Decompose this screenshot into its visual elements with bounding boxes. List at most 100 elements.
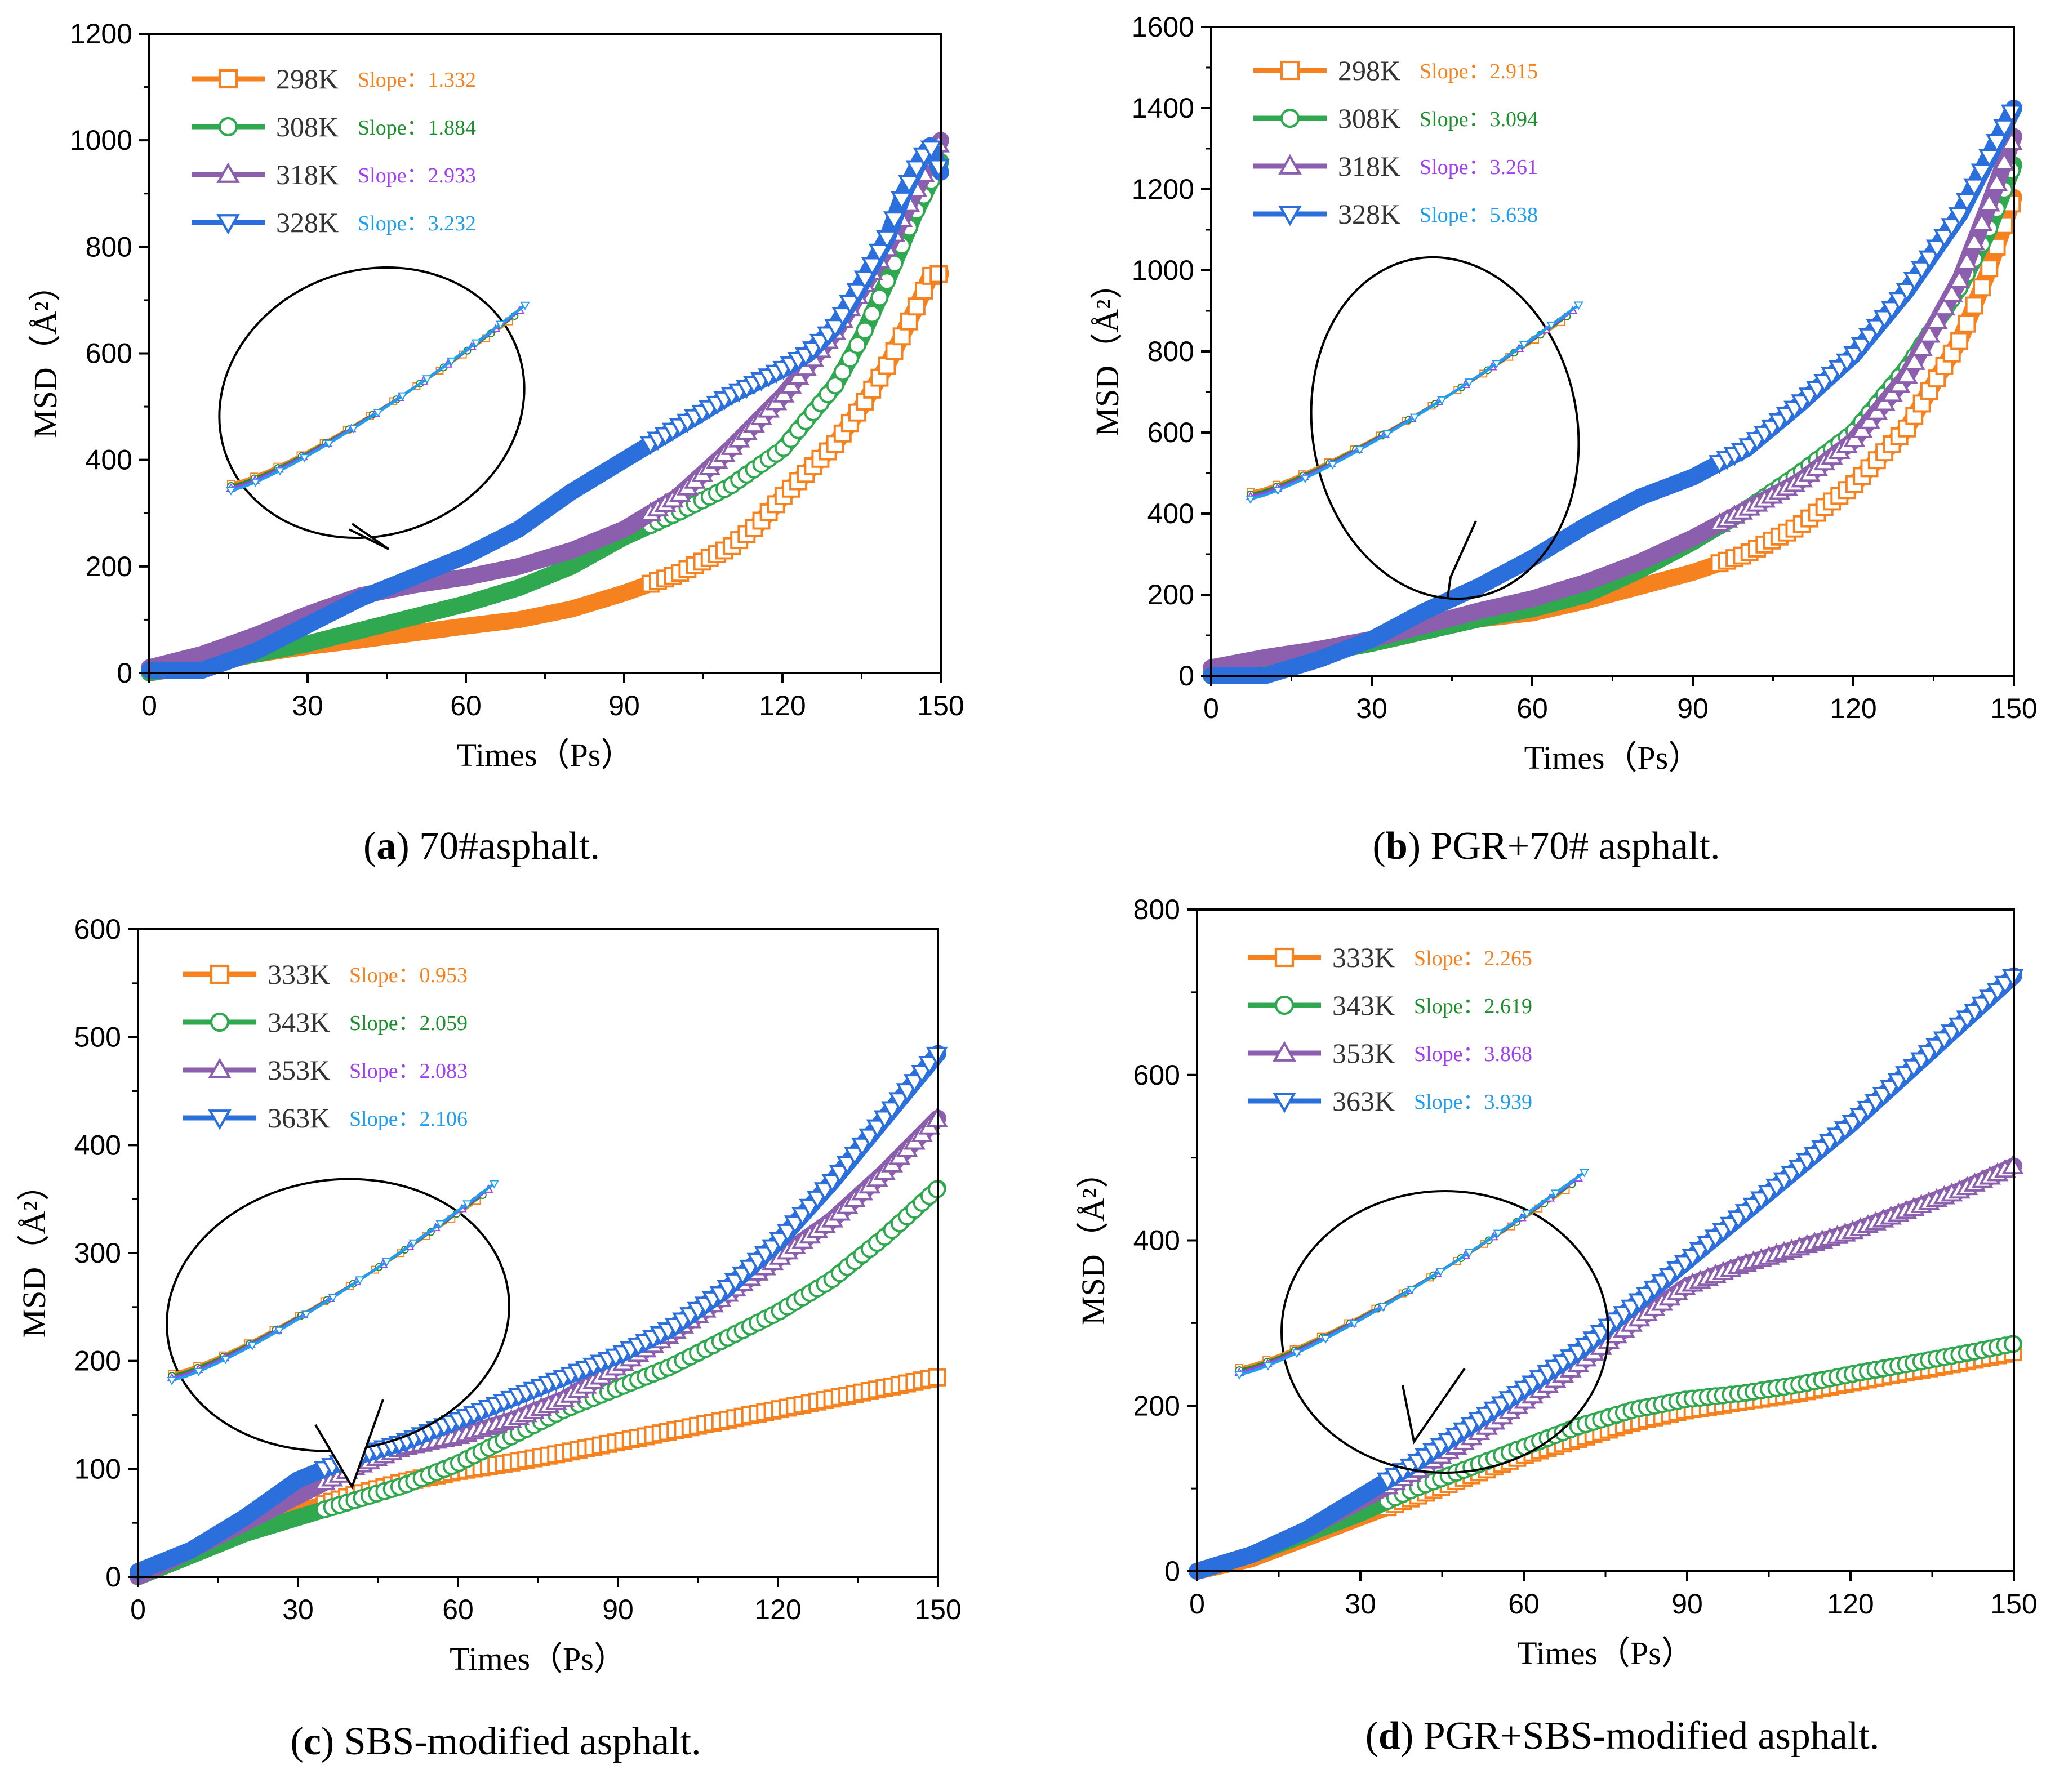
x-axis-label: Times（Ps）: [450, 1641, 626, 1677]
legend-label: 308K: [276, 111, 339, 142]
series-markers-328K: [639, 140, 950, 456]
data-point: [1843, 346, 1866, 365]
bubble-tail: [1402, 1367, 1466, 1445]
data-point: [1965, 296, 1983, 315]
inset-bubble: [1234, 1169, 1609, 1474]
data-point: [1958, 314, 1976, 333]
x-tick-label: 150: [914, 1594, 961, 1625]
x-tick-label: 150: [1990, 693, 2037, 724]
x-tick-label: 90: [602, 1594, 634, 1625]
inset-point: [1349, 1320, 1359, 1329]
y-tick-label: 400: [1147, 498, 1194, 529]
y-tick-label: 1000: [70, 124, 132, 156]
data-point: [885, 342, 904, 360]
inset-point: [1464, 1249, 1474, 1258]
x-tick-label: 120: [754, 1594, 801, 1625]
data-point: [1971, 212, 1993, 231]
y-tick-label: 600: [1133, 1059, 1180, 1091]
data-point: [1986, 134, 2008, 153]
data-point: [1918, 250, 1941, 270]
slope-annotation: Slope：1.884: [358, 116, 476, 140]
data-point: [1903, 350, 1925, 370]
inset-point: [1435, 1268, 1445, 1277]
x-tick-label: 60: [1508, 1588, 1540, 1620]
data-point: [900, 312, 918, 331]
inset-point: [1550, 1189, 1561, 1198]
inset-point: [462, 1200, 473, 1209]
caption-letter: d: [1378, 1714, 1400, 1758]
data-point: [829, 1165, 851, 1184]
y-tick-label: 100: [74, 1453, 121, 1485]
data-point: [1941, 218, 1963, 238]
chart-panel-a: 0 30 60 90 120 150 0 200 400 600 800 1000 1200 Times（…: [27, 18, 964, 868]
bubble-tail: [1447, 520, 1477, 598]
slope-annotation: Slope：2.915: [1420, 60, 1538, 83]
y-tick-label: 200: [74, 1345, 121, 1377]
y-tick-label: 400: [74, 1129, 121, 1161]
x-tick-label: 30: [1345, 1588, 1376, 1620]
data-point: [892, 327, 911, 346]
data-point: [927, 159, 950, 179]
x-axis-label: Times（Ps）: [457, 737, 634, 773]
legend: 333K Slope：2.265 343K Slope：2.619 353K Slope：…: [1248, 942, 1532, 1117]
data-point: [1963, 231, 1986, 251]
inset-point: [1464, 378, 1474, 387]
x-tick-label: 150: [1990, 1588, 2037, 1620]
legend-label: 353K: [268, 1054, 330, 1086]
data-point: [826, 376, 844, 395]
inset-line-333K: [1239, 1188, 1567, 1370]
data-point: [1941, 283, 1963, 302]
panel-caption: (c) SBS-modified asphalt.: [290, 1720, 701, 1763]
inset-line-353K: [1239, 1176, 1579, 1374]
slope-annotation: Slope：5.638: [1420, 203, 1538, 227]
y-tick-label: 200: [86, 551, 132, 582]
y-tick-label: 1000: [1132, 255, 1194, 286]
slope-annotation: Slope：2.619: [1414, 995, 1532, 1018]
data-point: [1888, 373, 1911, 393]
inset-point: [247, 1341, 257, 1350]
series-markers-343K: [315, 1180, 946, 1519]
data-point: [1986, 172, 2008, 191]
series-line-363K: [130, 1045, 946, 1580]
y-tick-label: 600: [86, 338, 132, 369]
inset-point: [446, 357, 457, 366]
slope-annotation: Slope：3.094: [1420, 108, 1538, 131]
slope-annotation: Slope：0.953: [349, 964, 468, 987]
slope-annotation: Slope：2.083: [349, 1059, 468, 1083]
x-tick-label: 30: [1356, 693, 1387, 724]
inset-point: [1355, 446, 1365, 455]
series-group: [1189, 967, 2024, 1580]
data-point: [2000, 131, 2023, 150]
data-point: [1993, 119, 2016, 139]
data-point: [1980, 259, 1999, 278]
inset-point: [1300, 474, 1310, 483]
x-tick-label: 120: [1830, 693, 1876, 724]
inset-point: [1263, 1362, 1273, 1371]
panel-caption: (b) PGR+70# asphalt.: [1373, 824, 1720, 868]
series-group: [141, 132, 950, 681]
inset-bubble: [166, 1178, 510, 1490]
slope-annotation: Slope：3.261: [1420, 155, 1538, 179]
data-point: [1971, 163, 1993, 183]
series-markers-333K: [315, 1368, 946, 1513]
inset-bubble: [218, 266, 530, 550]
inset-line-328K: [230, 304, 526, 492]
legend-marker: [1273, 1093, 1296, 1113]
inset-point: [520, 301, 530, 310]
inset-line-363K: [171, 1182, 495, 1382]
inset-point: [220, 1356, 231, 1365]
data-point: [846, 283, 869, 302]
inset-point: [489, 1180, 499, 1189]
slope-annotation: Slope：2.265: [1414, 947, 1532, 970]
y-tick-label: 300: [74, 1237, 121, 1269]
x-tick-label: 120: [759, 690, 806, 721]
legend-label: 328K: [276, 207, 339, 238]
inset-point: [422, 375, 432, 384]
legend-marker: [210, 964, 230, 984]
y-tick-label: 400: [86, 444, 132, 476]
data-point: [1858, 409, 1880, 429]
inset-point: [275, 467, 285, 476]
slope-annotation: Slope：2.106: [349, 1107, 468, 1131]
legend-marker: [208, 1109, 232, 1130]
